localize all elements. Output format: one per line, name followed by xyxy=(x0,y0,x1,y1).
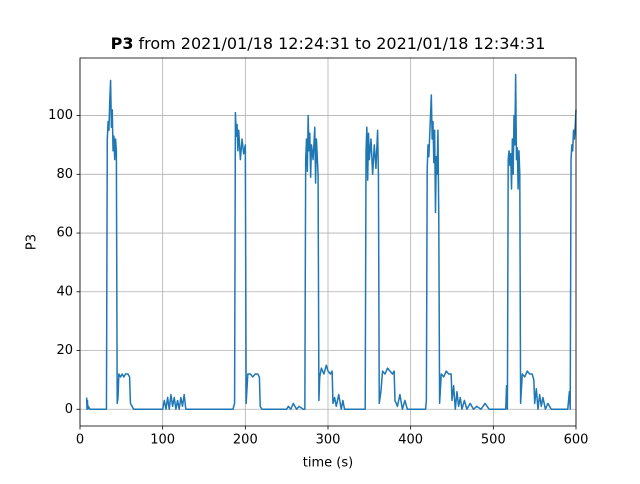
x-tick-label: 100 xyxy=(150,433,175,448)
x-tick-label: 200 xyxy=(233,433,258,448)
x-tick-label: 500 xyxy=(481,433,506,448)
y-axis-label: P3 xyxy=(25,234,40,250)
y-tick-label: 60 xyxy=(56,226,73,241)
title-name: P3 xyxy=(111,34,134,53)
y-tick-label: 100 xyxy=(48,108,73,123)
y-tick-label: 80 xyxy=(56,167,73,182)
x-tick-label: 400 xyxy=(398,433,423,448)
x-tick-label: 600 xyxy=(564,433,589,448)
data-line xyxy=(85,73,577,411)
x-tick-label: 0 xyxy=(76,433,84,448)
x-axis-label: time (s) xyxy=(303,456,353,471)
y-tick-label: 20 xyxy=(56,343,73,358)
title-text: from 2021/01/18 12:24:31 to 2021/01/18 1… xyxy=(138,34,545,53)
y-tick-label: 0 xyxy=(65,402,73,417)
plot-frame xyxy=(79,57,577,427)
y-tick-label: 40 xyxy=(56,284,73,299)
chart-title: P3 from 2021/01/18 12:24:31 to 2021/01/18… xyxy=(111,34,546,53)
x-tick-label: 300 xyxy=(316,433,341,448)
